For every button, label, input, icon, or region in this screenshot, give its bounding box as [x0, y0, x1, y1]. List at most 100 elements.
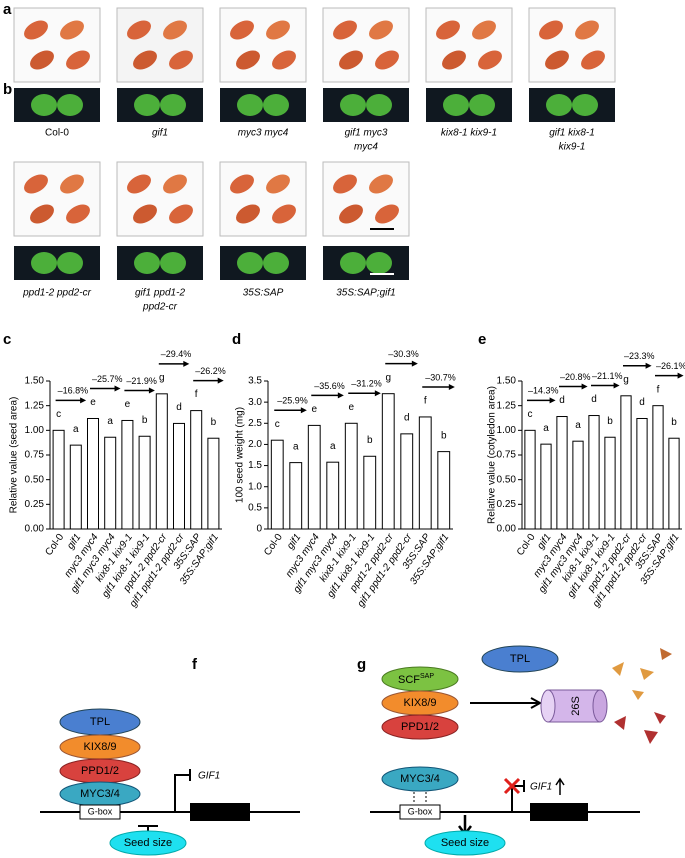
- cotyledon: [237, 252, 263, 274]
- fragments: [612, 648, 672, 744]
- genotype-label: ppd1-2 ppd2-cr: [22, 288, 91, 299]
- proteasome-end: [540, 689, 556, 723]
- percent-change: –35.6%: [314, 381, 345, 391]
- percent-change: –25.7%: [92, 374, 123, 384]
- promoter-arrow: [174, 774, 190, 812]
- genotype-label: myc3 myc4: [238, 128, 289, 139]
- seed-photo: [116, 161, 204, 237]
- cotyledon: [237, 94, 263, 116]
- panel-label: e: [478, 331, 486, 348]
- bar: [668, 437, 680, 530]
- arrow-head: [581, 383, 588, 390]
- genotype-label: gif1 kix8-1: [549, 128, 595, 139]
- kix-label: KIX8/9: [83, 741, 116, 753]
- genotype-label: kix9-1: [559, 142, 586, 153]
- y-tick-label: 0.00: [497, 524, 517, 535]
- genotype-label: kix8-1 kix9-1: [441, 128, 497, 139]
- seed: [581, 50, 605, 70]
- significance-letter: c: [275, 419, 280, 430]
- seed: [169, 50, 193, 70]
- gene-box: [190, 803, 250, 821]
- cotyledon: [443, 94, 469, 116]
- significance-letter: b: [211, 417, 217, 428]
- arrow-head: [374, 390, 381, 397]
- significance-letter: g: [385, 372, 391, 383]
- bar: [381, 393, 395, 530]
- seed: [163, 20, 187, 40]
- seed: [66, 50, 90, 70]
- bar: [418, 416, 432, 530]
- y-axis-title: Relative value (cotyledon area): [487, 386, 498, 524]
- seed: [369, 20, 393, 40]
- seed-photo: [13, 7, 101, 83]
- seed-photo: [116, 7, 204, 83]
- y-tick-label: 1.50: [497, 376, 517, 387]
- tpl-label: TPL: [510, 653, 530, 665]
- percent-change: –29.4%: [161, 349, 192, 359]
- fragment: [612, 662, 624, 676]
- significance-letter: f: [195, 389, 198, 400]
- cotyledon: [340, 94, 366, 116]
- fragment: [640, 668, 654, 680]
- y-axis-title: Relative value (seed area): [9, 397, 20, 514]
- panel-label: a: [3, 1, 12, 18]
- degradation-arrow: [470, 697, 543, 709]
- seed: [266, 20, 290, 40]
- significance-letter: d: [559, 395, 565, 406]
- panel-label: c: [3, 331, 11, 348]
- percent-change: –26.2%: [195, 366, 226, 376]
- significance-letter: c: [56, 409, 61, 420]
- fragment: [654, 712, 666, 724]
- bar: [270, 439, 284, 530]
- y-tick-label: 3.0: [248, 397, 262, 408]
- y-tick-label: 0.25: [25, 499, 45, 510]
- genotype-label: gif1 ppd1-2: [135, 288, 185, 299]
- y-axis-title: 100 seed weight (mg): [235, 407, 246, 503]
- percent-change: –16.8%: [58, 386, 89, 396]
- up-arrow: [555, 777, 565, 795]
- significance-letter: a: [330, 441, 336, 452]
- seed: [478, 50, 502, 70]
- fragment: [632, 690, 644, 700]
- bar: [138, 435, 151, 530]
- bar: [69, 444, 82, 530]
- seed-photo: [528, 7, 616, 83]
- significance-letter: a: [575, 420, 581, 431]
- percent-change: –31.2%: [351, 379, 382, 389]
- seed: [230, 174, 254, 194]
- scf-text: SCF: [398, 674, 420, 686]
- panel-label: f: [192, 656, 198, 673]
- y-tick-label: 1.5: [248, 460, 262, 471]
- y-tick-label: 1.00: [497, 425, 517, 436]
- seed: [236, 50, 260, 70]
- significance-letter: d: [591, 394, 597, 405]
- bar: [620, 395, 632, 530]
- seed: [236, 204, 260, 224]
- seed: [230, 20, 254, 40]
- genotype-label: Col-0: [45, 128, 69, 139]
- seed-photo: [322, 161, 410, 237]
- ppd-node: [381, 714, 459, 740]
- cotyledon: [57, 252, 83, 274]
- genotype-label: 35S:SAP;gif1: [336, 288, 395, 299]
- bar: [437, 451, 451, 530]
- percent-change: –23.3%: [624, 351, 655, 361]
- panel-label: b: [3, 81, 12, 98]
- seed: [133, 204, 157, 224]
- significance-letter: b: [607, 416, 613, 427]
- fragment: [644, 730, 658, 744]
- bar: [524, 429, 536, 530]
- percent-change: –21.1%: [592, 371, 623, 381]
- genotype-label: myc4: [354, 142, 378, 153]
- scf-label: SCFSAP: [398, 673, 434, 686]
- significance-letter: b: [671, 417, 677, 428]
- seed-photo: [425, 7, 513, 83]
- bar: [400, 433, 414, 530]
- seed: [133, 50, 157, 70]
- seed: [272, 50, 296, 70]
- cotyledon: [134, 94, 160, 116]
- diagram-f: GIF1 Seed size TPL KIX8/9 PPD1/2 MYC3/4 …: [40, 708, 300, 856]
- x-tick-label: Col-0: [43, 532, 66, 558]
- bar: [190, 410, 203, 530]
- seed: [266, 174, 290, 194]
